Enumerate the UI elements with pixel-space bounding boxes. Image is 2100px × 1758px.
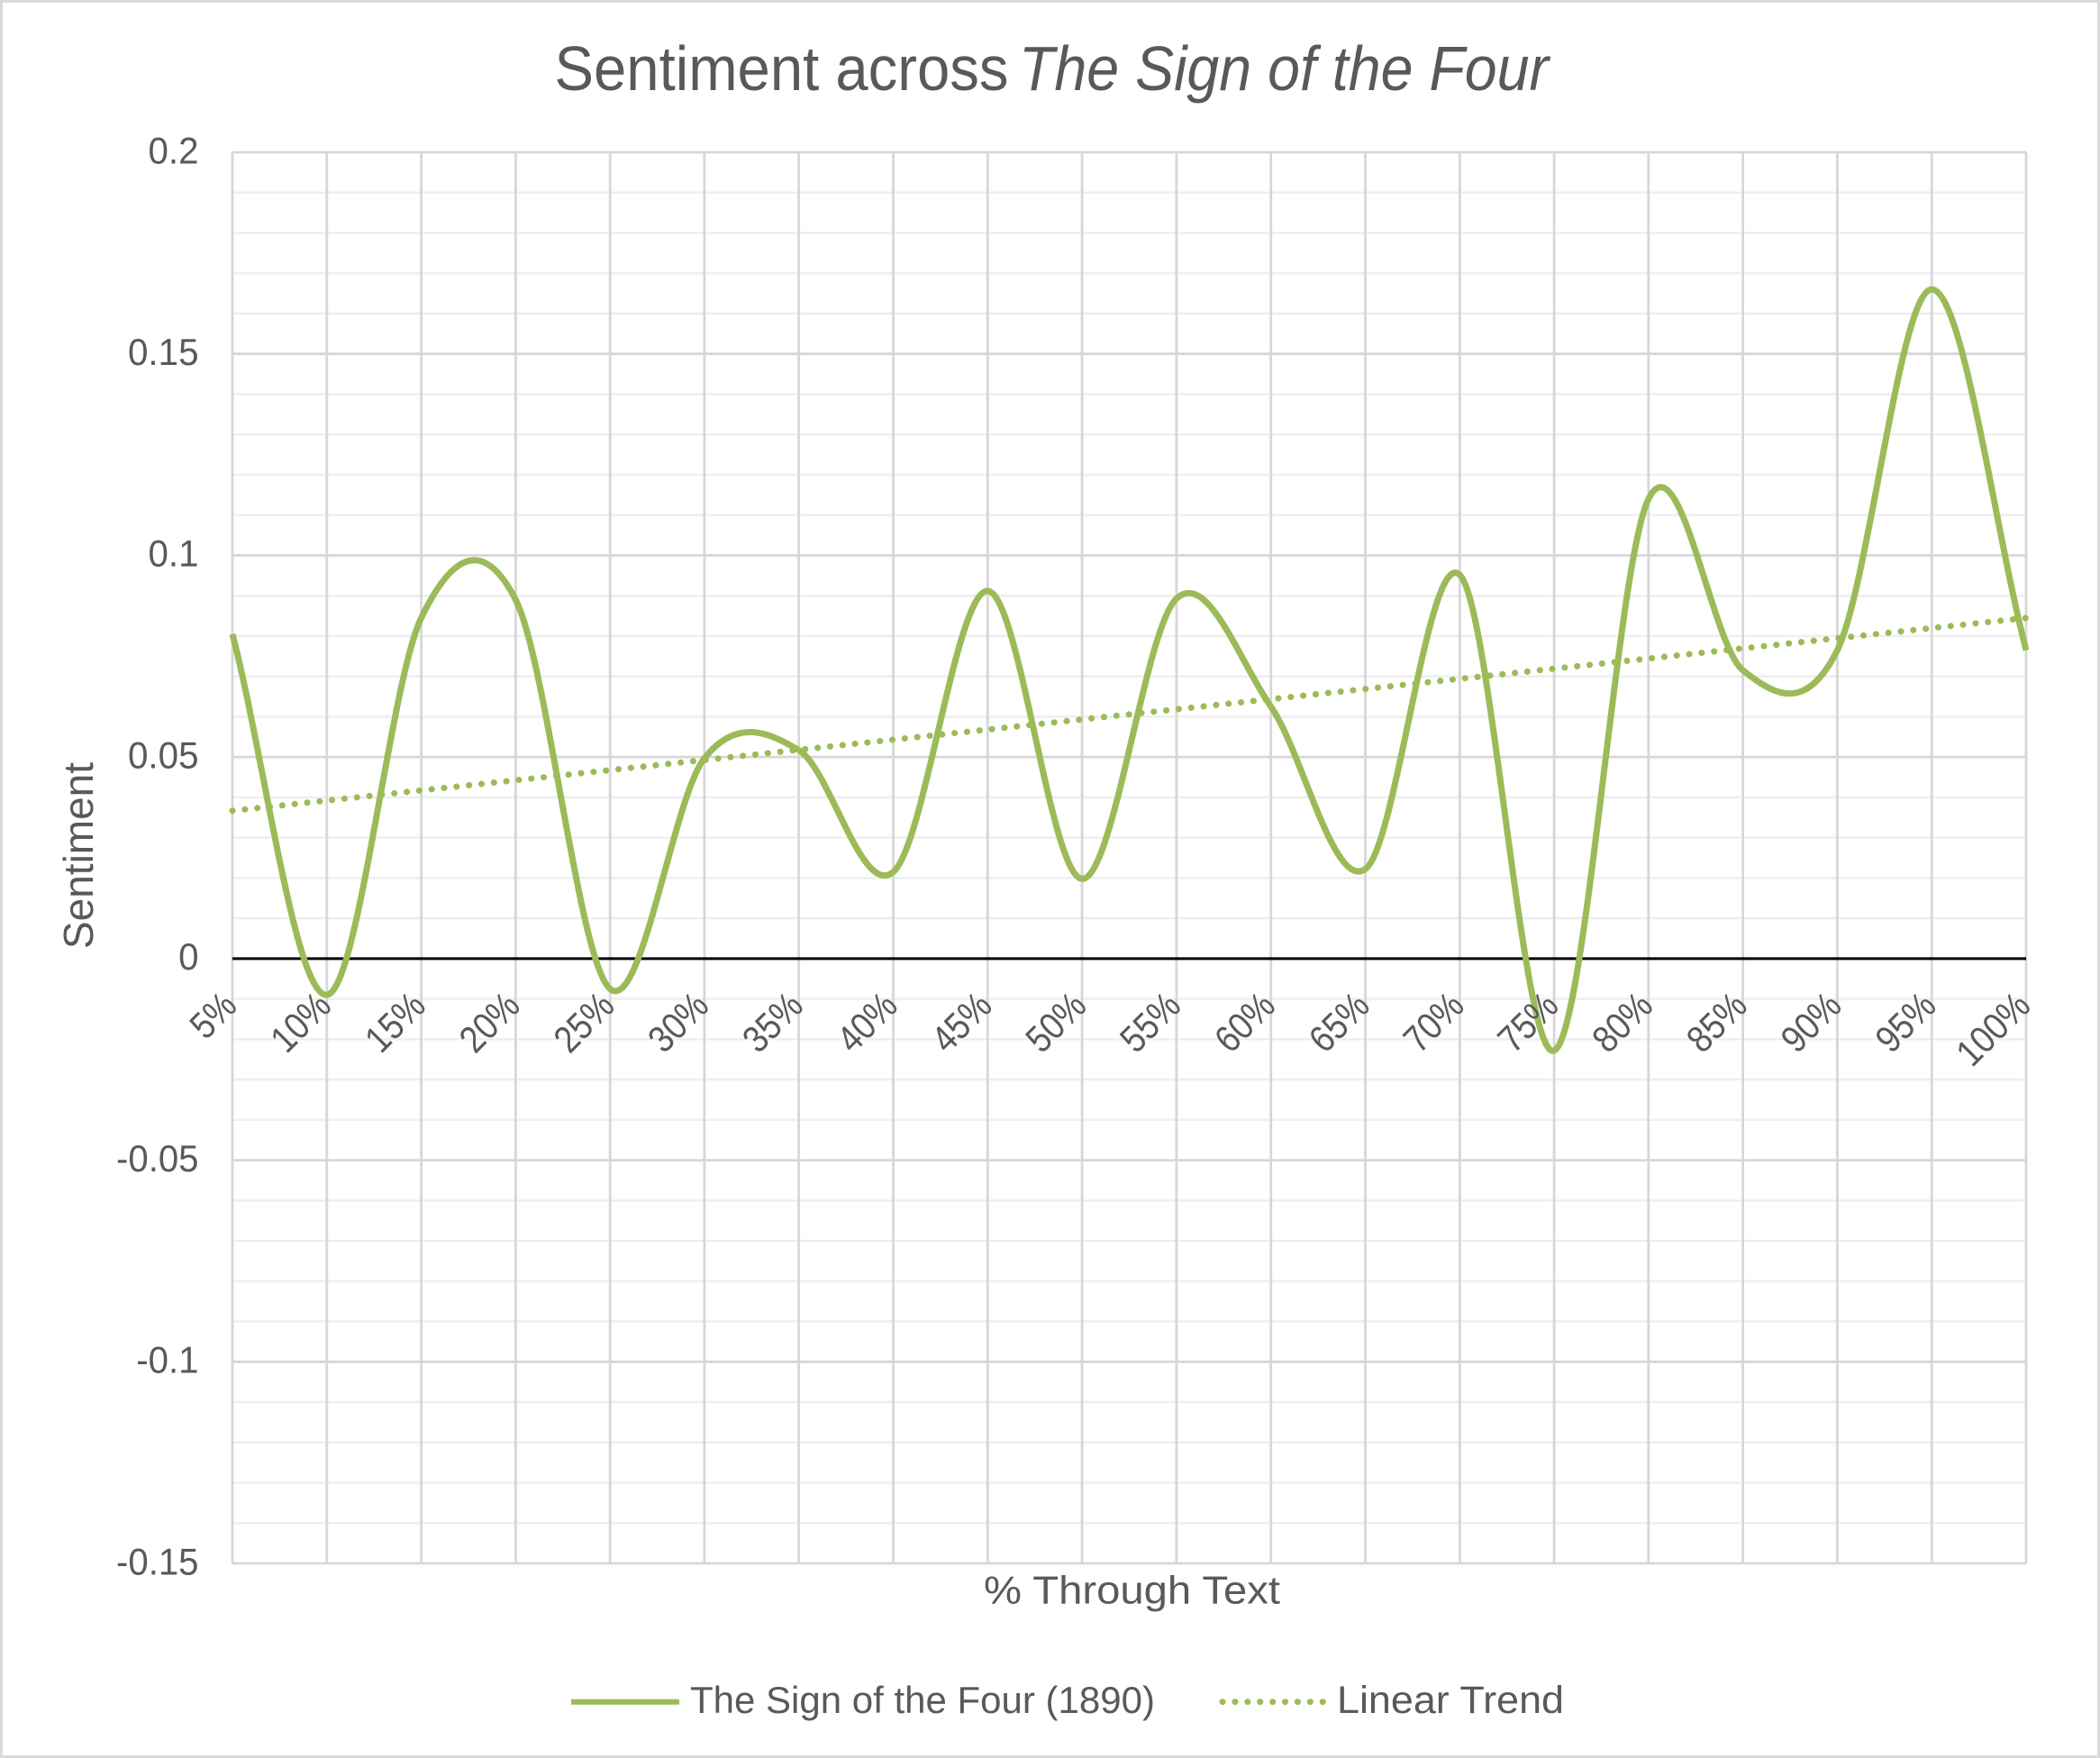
svg-text:Sentiment across: Sentiment across xyxy=(555,33,1009,104)
svg-text:5%: 5% xyxy=(181,984,244,1047)
svg-text:0.2: 0.2 xyxy=(149,129,199,171)
svg-text:-0.15: -0.15 xyxy=(116,1540,199,1582)
svg-text:0.1: 0.1 xyxy=(149,533,199,575)
svg-text:-0.05: -0.05 xyxy=(116,1137,199,1180)
svg-text:-0.1: -0.1 xyxy=(136,1339,198,1381)
svg-text:0.15: 0.15 xyxy=(128,331,199,373)
svg-text:100%: 100% xyxy=(1948,984,2038,1074)
svg-text:Linear Trend: Linear Trend xyxy=(1337,1680,1564,1722)
svg-text:0.05: 0.05 xyxy=(128,733,199,776)
svg-text:0: 0 xyxy=(178,935,198,978)
svg-text:Sentiment: Sentiment xyxy=(55,762,102,949)
svg-text:The Sign of the Four: The Sign of the Four xyxy=(1019,33,1550,104)
svg-text:The Sign of the Four (1890): The Sign of the Four (1890) xyxy=(690,1679,1155,1721)
svg-text:% Through Text: % Through Text xyxy=(984,1569,1280,1613)
